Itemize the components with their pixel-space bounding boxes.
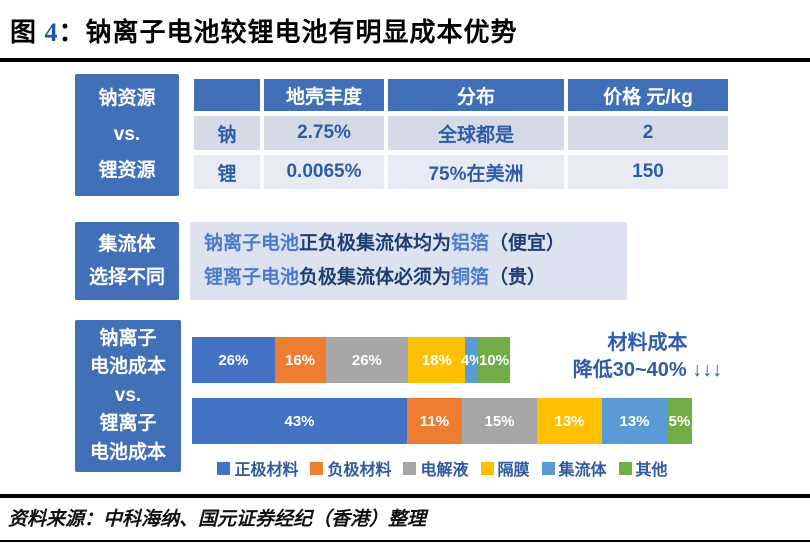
text-run: 负极集流体必须为 [299, 267, 452, 288]
bar-segment-value: 4% [460, 351, 483, 369]
source-note: 资料来源：中科海纳、国元证券经纪（香港）整理 [8, 509, 427, 530]
cost-label-box: 钠离子 电池成本 vs. 锂离子 电池成本 [75, 320, 181, 472]
header-cell-price: 价格 元/kg [568, 79, 728, 111]
legend-swatch-icon [618, 461, 632, 475]
header-cell-abundance: 地壳丰度 [264, 79, 384, 111]
bar-segment-value: 13% [554, 412, 585, 430]
bar-segment-正极材料: 26% [192, 337, 275, 383]
bar-segment-value: 15% [484, 412, 515, 430]
highlight-term: 钠离子电池 [204, 233, 300, 254]
figure-title-prefix: 图 [10, 18, 45, 47]
table-row-lithium: 锂 0.0065% 75%在美洲 150 [194, 155, 728, 189]
collector-label-box: 集流体 选择不同 [75, 222, 179, 300]
bar-segment-value: 10% [479, 351, 510, 369]
bar-segment-正极材料: 43% [192, 398, 407, 444]
cell-distribution: 75%在美洲 [388, 155, 564, 189]
annotation-line: 降低30~40% ↓↓↓ [572, 359, 723, 381]
label-line: 锂资源 [98, 160, 156, 182]
bar-segment-电解液: 15% [462, 398, 537, 444]
cell-distribution: 全球都是 [388, 116, 564, 150]
highlight-term: 锂离子电池 [204, 267, 300, 288]
collector-line-lithium: 锂离子电池负极集流体必须为铜箔（贵） [204, 261, 627, 295]
bar-segment-value: 18% [421, 351, 452, 369]
footer-divider [0, 540, 810, 542]
legend-item-负极材料: 负极材料 [310, 456, 391, 480]
figure-title-colon: ： [58, 18, 86, 47]
content-divider [0, 494, 810, 498]
table-row-sodium: 钠 2.75% 全球都是 2 [194, 116, 728, 150]
label-line: 电池成本 [89, 356, 166, 378]
bar-segment-负极材料: 11% [407, 398, 462, 444]
legend-swatch-icon [310, 461, 324, 475]
bar-segment-value: 11% [419, 412, 450, 430]
collector-info-box: 钠离子电池正负极集流体均为铝箔（便宜） 锂离子电池负极集流体必须为铜箔（贵） [190, 222, 627, 300]
title-divider [0, 58, 810, 62]
bar-segment-value: 26% [351, 351, 382, 369]
legend-swatch-icon [480, 461, 494, 475]
collector-line-sodium: 钠离子电池正负极集流体均为铝箔（便宜） [204, 227, 627, 261]
stacked-bar-lithium: 43% 11% 15% 13% 13% 5% [192, 398, 692, 444]
cell-price: 2 [568, 116, 728, 150]
cell-price: 150 [568, 155, 728, 189]
figure-number: 4 [44, 18, 59, 47]
cost-reduction-annotation: 材料成本 降低30~40% ↓↓↓ [540, 330, 755, 384]
cell-element: 钠 [194, 116, 260, 150]
bar-segment-隔膜: 18% [408, 337, 466, 383]
text-run: （便宜） [489, 233, 566, 254]
cell-abundance: 2.75% [264, 116, 384, 150]
highlight-term: 铝箔 [451, 233, 490, 254]
bar-segment-其他: 5% [667, 398, 692, 444]
legend-item-其他: 其他 [618, 456, 668, 480]
label-line: 钠离子 [99, 327, 157, 349]
legend-label: 其他 [635, 462, 668, 479]
header-cell-distribution: 分布 [388, 79, 564, 111]
label-line: vs. [114, 384, 142, 406]
label-line: 选择不同 [88, 267, 165, 288]
figure-title-text: 钠离子电池较锂电池有明显成本优势 [85, 18, 518, 47]
legend-label: 负极材料 [327, 462, 392, 479]
bar-segment-隔膜: 13% [537, 398, 602, 444]
bar-segment-value: 13% [619, 412, 650, 430]
bar-segment-其他: 10% [478, 337, 510, 383]
bar-segment-value: 26% [218, 351, 249, 369]
label-line: 钠资源 [98, 87, 156, 109]
legend-swatch-icon [217, 461, 231, 475]
cell-abundance: 0.0065% [264, 155, 384, 189]
text-run: 正负极集流体均为 [299, 233, 452, 254]
label-line: 电池成本 [89, 441, 166, 463]
legend-label: 集流体 [558, 462, 607, 479]
bar-segment-集流体: 4% [461, 337, 483, 383]
annotation-line: 材料成本 [607, 332, 688, 354]
bar-segment-电解液: 26% [325, 337, 409, 383]
figure-title: 图 4：钠离子电池较锂电池有明显成本优势 [10, 12, 800, 49]
header-cell-blank [194, 79, 260, 111]
bar-segment-value: 43% [284, 412, 315, 430]
highlight-term: 铜箔 [451, 267, 490, 288]
legend-swatch-icon [541, 461, 555, 475]
text-run: （贵） [489, 267, 547, 288]
chart-legend: 正极材料 负极材料 电解液 隔膜 集流体 其他 [192, 456, 693, 480]
resource-label-box: 钠资源 vs. 锂资源 [75, 74, 179, 196]
table-header-row: 地壳丰度 分布 价格 元/kg [194, 79, 728, 111]
bar-segment-value: 5% [668, 412, 691, 430]
bar-segment-负极材料: 16% [274, 337, 326, 383]
cell-element: 锂 [194, 155, 260, 189]
resource-table: 地壳丰度 分布 价格 元/kg 钠 2.75% 全球都是 2 锂 0.0065%… [190, 74, 732, 194]
label-line: 锂离子 [99, 413, 157, 435]
stacked-bar-sodium: 26% 16% 26% 18% 4% 10% [192, 337, 510, 383]
legend-label: 电解液 [420, 462, 469, 479]
legend-item-电解液: 电解液 [403, 456, 469, 480]
legend-item-正极材料: 正极材料 [217, 456, 298, 480]
legend-swatch-icon [403, 461, 417, 475]
legend-label: 隔膜 [497, 462, 530, 479]
bar-segment-value: 16% [285, 351, 316, 369]
bar-segment-集流体: 13% [602, 398, 667, 444]
legend-label: 正极材料 [234, 462, 299, 479]
legend-item-集流体: 集流体 [541, 456, 607, 480]
label-line: vs. [113, 123, 141, 145]
label-line: 集流体 [98, 233, 156, 255]
legend-item-隔膜: 隔膜 [480, 456, 530, 480]
